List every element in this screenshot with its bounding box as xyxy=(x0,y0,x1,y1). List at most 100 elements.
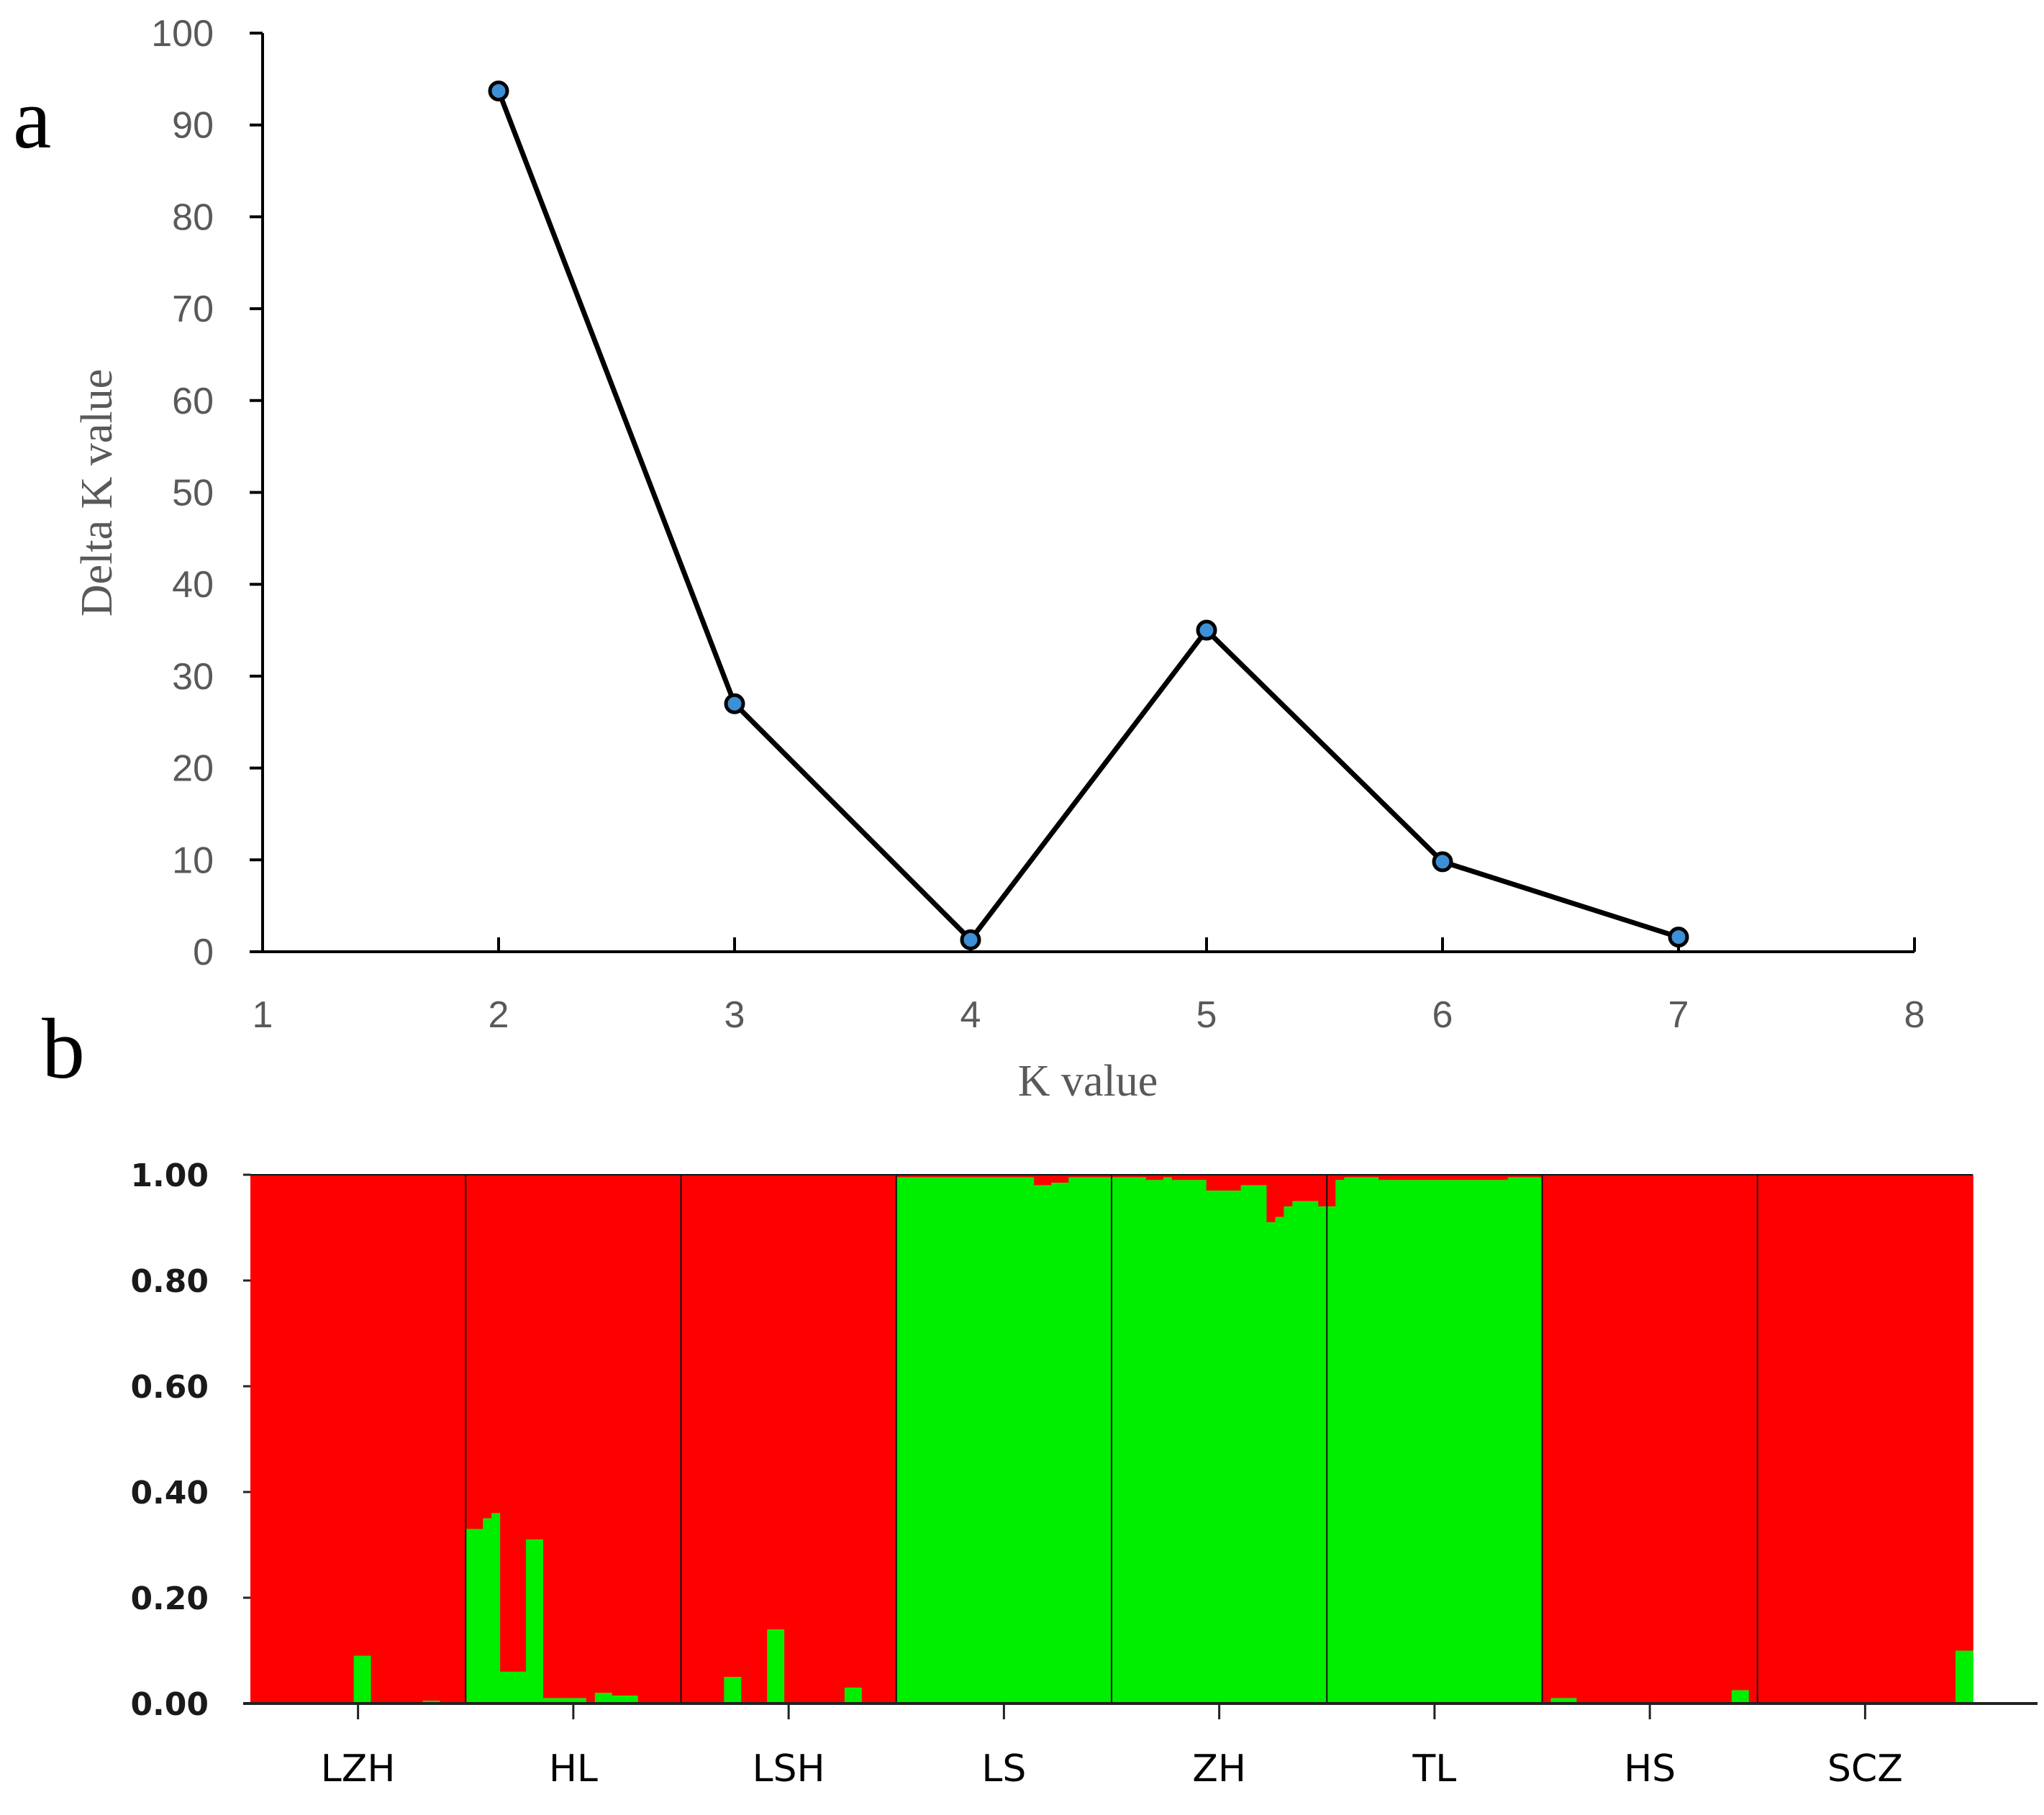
bar-cluster2-segment xyxy=(1051,1183,1060,1703)
bar-cluster2-segment xyxy=(1318,1206,1328,1703)
bar-cluster2-segment xyxy=(1206,1191,1216,1703)
bar-cluster2-segment xyxy=(1412,1180,1422,1703)
bar-cluster1-segment xyxy=(707,1175,717,1703)
bar-cluster1-segment xyxy=(327,1175,337,1703)
bar-cluster1-segment xyxy=(1930,1175,1939,1703)
bar-cluster1-segment xyxy=(793,1175,802,1703)
bar-cluster1-segment xyxy=(526,1175,535,1540)
bar-cluster1-segment xyxy=(1507,1175,1517,1178)
bar-cluster1-segment xyxy=(956,1175,966,1178)
bar-cluster1-segment xyxy=(1550,1175,1561,1698)
bar-cluster1-segment xyxy=(1533,1175,1543,1178)
b-y-tick-label: 0.60 xyxy=(130,1369,209,1406)
bar-cluster1-segment xyxy=(1490,1175,1500,1181)
bar-cluster1-segment xyxy=(586,1175,596,1703)
bar-cluster1-segment xyxy=(1309,1175,1319,1201)
bar-cluster1-segment xyxy=(930,1175,940,1178)
structure-bars xyxy=(250,1175,1973,1703)
bar-cluster2-segment xyxy=(1145,1180,1155,1703)
bar-cluster1-segment xyxy=(1731,1175,1741,1691)
bar-cluster1-segment xyxy=(500,1175,509,1672)
bar-cluster1-segment xyxy=(861,1175,871,1703)
bar-cluster1-segment xyxy=(819,1175,828,1703)
bar-cluster2-segment xyxy=(1266,1222,1276,1703)
bar-cluster1-segment xyxy=(1154,1175,1164,1181)
structure-bar-chart: 0.00 0.20 0.40 0.60 0.80 1.00 LZH HL LSH LS ZH TL H… xyxy=(130,1157,2038,1791)
bar-cluster2-segment xyxy=(474,1529,483,1703)
bar-cluster1-segment xyxy=(999,1175,1009,1178)
bar-cluster1-segment xyxy=(1568,1175,1578,1698)
bar-cluster2-segment xyxy=(1327,1206,1337,1703)
bar-cluster2-segment xyxy=(1094,1177,1104,1703)
bar-cluster1-segment xyxy=(1447,1175,1457,1181)
bar-cluster2-segment xyxy=(577,1698,587,1703)
a-y-tick-label: 0 xyxy=(193,932,214,973)
bar-cluster1-segment xyxy=(440,1175,450,1703)
bar-cluster1-segment xyxy=(1602,1175,1612,1703)
bar-cluster1-segment xyxy=(568,1175,578,1698)
bar-cluster2-segment xyxy=(1292,1201,1302,1703)
bar-cluster1-segment xyxy=(1542,1175,1552,1703)
bar-cluster1-segment xyxy=(1559,1175,1569,1698)
bar-cluster1-segment xyxy=(535,1175,544,1540)
bar-cluster1-segment xyxy=(1206,1175,1216,1191)
bar-cluster1-segment xyxy=(1301,1175,1311,1201)
bar-cluster2-segment xyxy=(1404,1180,1414,1703)
delta-k-point xyxy=(488,80,509,101)
b-y-tick-label: 0.80 xyxy=(130,1263,209,1300)
a-x-tick-label: 8 xyxy=(1904,994,1925,1036)
bar-cluster1-segment xyxy=(991,1175,1001,1178)
bar-cluster2-segment xyxy=(1421,1180,1431,1703)
bar-cluster1-segment xyxy=(1455,1175,1466,1181)
bar-cluster2-segment xyxy=(1361,1177,1371,1703)
bar-cluster2-segment xyxy=(1568,1698,1578,1703)
bar-cluster1-segment xyxy=(336,1175,346,1703)
bar-cluster1-segment xyxy=(1008,1175,1018,1178)
bar-cluster2-segment xyxy=(853,1687,863,1703)
bar-cluster1-segment xyxy=(1516,1175,1526,1178)
bar-cluster1-segment xyxy=(1464,1175,1474,1181)
bar-cluster2-segment xyxy=(1214,1191,1225,1703)
bar-cluster2-segment xyxy=(620,1695,630,1703)
bar-cluster1-segment xyxy=(509,1175,518,1672)
bar-cluster1-segment xyxy=(1783,1175,1793,1703)
bar-cluster1-segment xyxy=(1387,1175,1396,1181)
bar-cluster1-segment xyxy=(1232,1175,1242,1191)
bar-cluster2-segment xyxy=(1490,1180,1500,1703)
bar-cluster1-segment xyxy=(1921,1175,1930,1703)
bar-cluster2-segment xyxy=(1275,1216,1285,1703)
bar-cluster1-segment xyxy=(1800,1175,1810,1703)
bar-cluster1-segment xyxy=(878,1175,889,1703)
bar-cluster1-segment xyxy=(1361,1175,1371,1178)
bar-cluster2-segment xyxy=(1378,1180,1388,1703)
bar-cluster1-segment xyxy=(1852,1175,1862,1703)
bar-cluster1-segment xyxy=(362,1175,372,1656)
bar-cluster1-segment xyxy=(1438,1175,1448,1181)
bar-cluster1-segment xyxy=(1912,1175,1922,1703)
bar-cluster2-segment xyxy=(1128,1177,1138,1703)
bar-cluster1-segment xyxy=(1722,1175,1732,1703)
bar-cluster1-segment xyxy=(1680,1175,1689,1703)
population-label: LS xyxy=(981,1747,1026,1791)
bar-cluster2-segment xyxy=(560,1698,570,1703)
bar-cluster1-segment xyxy=(732,1175,742,1678)
bar-cluster1-segment xyxy=(801,1175,811,1703)
bar-cluster1-segment xyxy=(767,1175,776,1630)
bar-cluster1-segment xyxy=(1620,1175,1629,1703)
delta-k-point xyxy=(1668,927,1689,948)
bar-cluster1-segment xyxy=(1430,1175,1440,1181)
population-label: HL xyxy=(549,1747,598,1791)
bar-cluster2-segment xyxy=(465,1529,476,1703)
bar-cluster1-segment xyxy=(1318,1175,1328,1207)
population-label: LZH xyxy=(321,1747,396,1791)
bar-cluster1-segment xyxy=(1128,1175,1138,1178)
a-y-tick-label: 70 xyxy=(172,288,214,330)
bar-cluster2-segment xyxy=(612,1695,622,1703)
bar-cluster1-segment xyxy=(844,1175,854,1688)
bar-cluster2-segment xyxy=(1223,1191,1233,1703)
bar-cluster1-segment xyxy=(379,1175,389,1703)
bar-cluster2-segment xyxy=(362,1655,372,1703)
a-y-axis-title: Delta K value xyxy=(73,369,122,617)
